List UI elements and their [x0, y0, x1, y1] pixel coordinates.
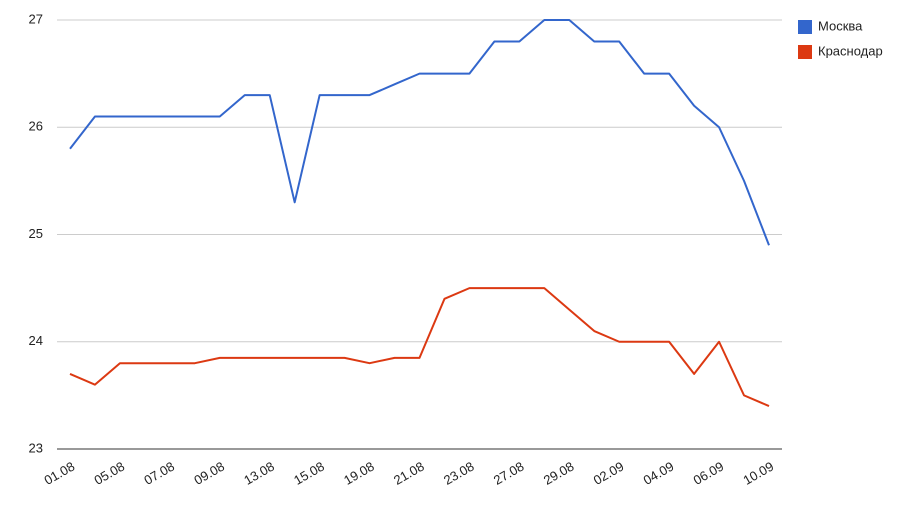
- legend-swatch: [798, 20, 812, 34]
- x-tick-label: 29.08: [541, 459, 577, 488]
- y-tick-label: 27: [29, 11, 43, 26]
- x-tick-label: 02.09: [591, 459, 627, 488]
- x-tick-label: 10.09: [741, 459, 777, 488]
- legend-label: Москва: [818, 18, 863, 33]
- x-tick-label: 04.09: [641, 459, 677, 488]
- x-tick-label: 13.08: [241, 459, 277, 488]
- series-line: [69, 19, 770, 246]
- x-tick-label: 05.08: [91, 459, 127, 488]
- x-tick-label: 23.08: [441, 459, 477, 488]
- x-tick-label: 15.08: [291, 459, 327, 488]
- x-tick-label: 01.08: [42, 459, 78, 488]
- x-tick-label: 06.09: [691, 459, 727, 488]
- y-tick-label: 24: [29, 333, 43, 348]
- x-tick-label: 21.08: [391, 459, 427, 488]
- y-tick-label: 23: [29, 440, 43, 455]
- legend-label: Краснодар: [818, 43, 883, 58]
- x-tick-label: 27.08: [491, 459, 527, 488]
- y-tick-label: 25: [29, 226, 43, 241]
- x-tick-label: 19.08: [341, 459, 377, 488]
- x-tick-label: 07.08: [141, 459, 177, 488]
- x-tick-label: 09.08: [191, 459, 227, 488]
- y-tick-label: 26: [29, 119, 43, 134]
- series-line: [69, 287, 770, 408]
- legend-swatch: [798, 45, 812, 59]
